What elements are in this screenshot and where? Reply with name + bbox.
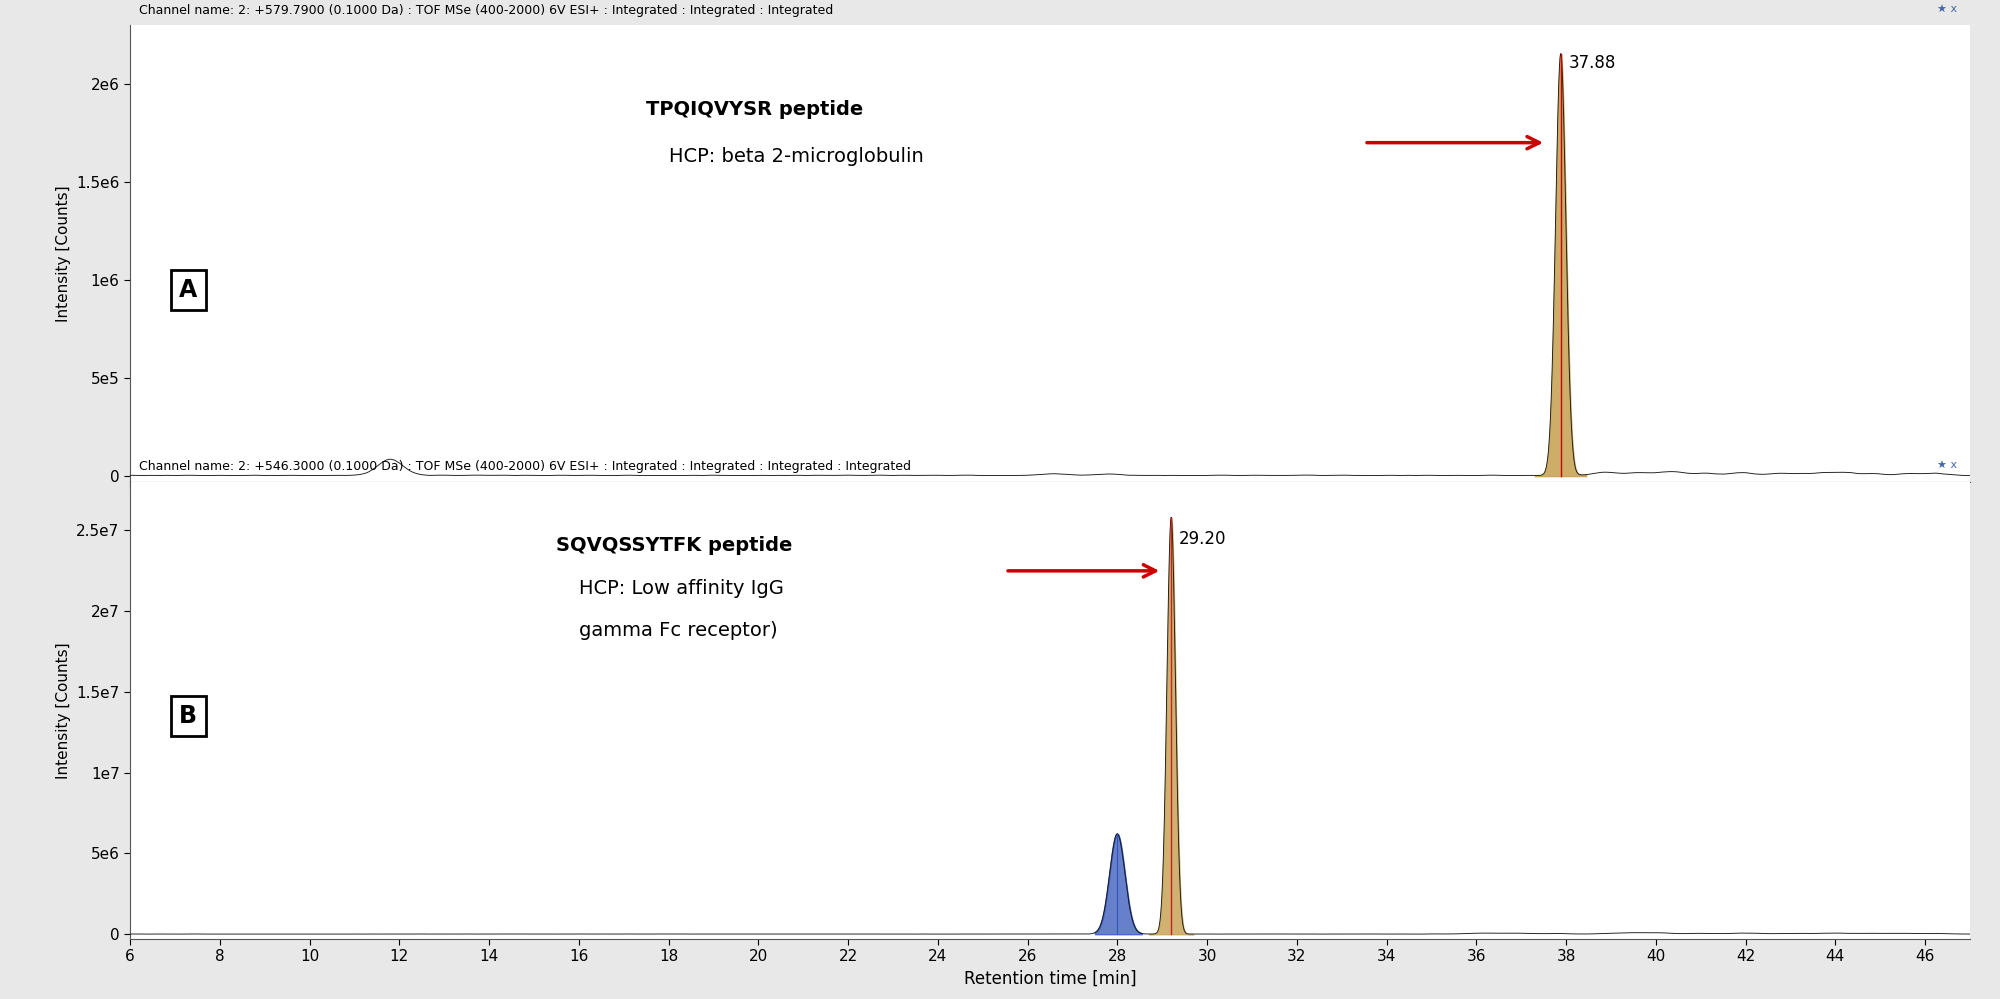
Text: TPQIQVYSR peptide: TPQIQVYSR peptide — [646, 100, 864, 119]
Text: HCP: beta 2-microglobulin: HCP: beta 2-microglobulin — [668, 147, 924, 166]
Text: B: B — [180, 704, 198, 728]
Y-axis label: Intensity [Counts]: Intensity [Counts] — [56, 642, 70, 779]
Text: A: A — [180, 278, 198, 302]
X-axis label: Retention time [min]: Retention time [min] — [964, 970, 1136, 988]
Y-axis label: Intensity [Counts]: Intensity [Counts] — [56, 185, 70, 322]
Text: HCP: Low affinity IgG: HCP: Low affinity IgG — [578, 579, 784, 598]
Text: gamma Fc receptor): gamma Fc receptor) — [578, 621, 778, 640]
Text: SQVQSSYTFK peptide: SQVQSSYTFK peptide — [556, 535, 792, 554]
Text: 29.20: 29.20 — [1180, 530, 1226, 548]
Text: 37.88: 37.88 — [1568, 54, 1616, 72]
